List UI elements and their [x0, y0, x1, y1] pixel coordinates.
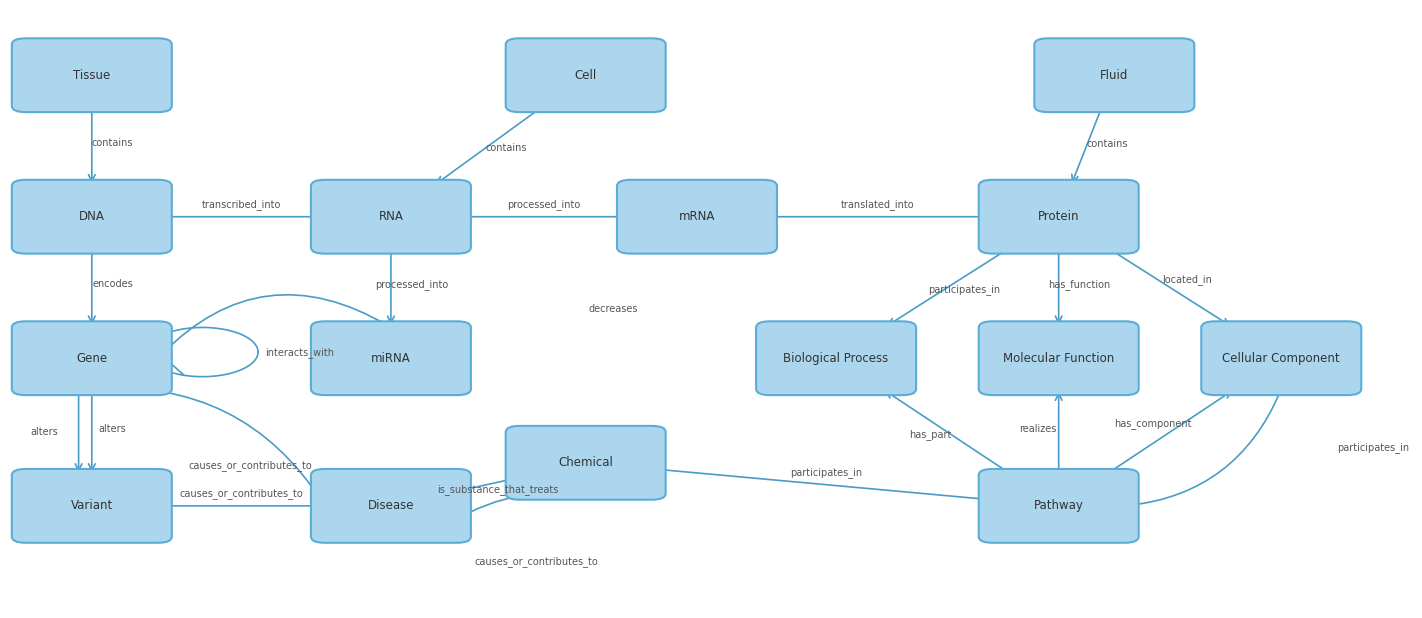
FancyArrowPatch shape [75, 392, 82, 470]
FancyArrowPatch shape [889, 249, 1008, 325]
FancyArrowPatch shape [1108, 392, 1231, 473]
Text: alters: alters [30, 427, 58, 437]
FancyBboxPatch shape [11, 38, 172, 112]
Text: Disease: Disease [368, 499, 414, 512]
Text: miRNA: miRNA [371, 352, 411, 365]
FancyArrowPatch shape [388, 250, 394, 323]
Text: Gene: Gene [77, 352, 108, 365]
FancyArrowPatch shape [88, 250, 95, 323]
Text: causes_or_contributes_to: causes_or_contributes_to [474, 556, 597, 567]
FancyArrowPatch shape [161, 213, 320, 220]
FancyBboxPatch shape [311, 180, 471, 253]
FancyArrowPatch shape [886, 392, 1010, 473]
FancyArrowPatch shape [462, 478, 516, 492]
FancyBboxPatch shape [311, 321, 471, 395]
Text: located_in: located_in [1162, 274, 1212, 284]
Text: has_part: has_part [909, 429, 951, 439]
Text: has_function: has_function [1048, 279, 1111, 290]
Text: Cell: Cell [574, 69, 597, 82]
FancyBboxPatch shape [1202, 321, 1361, 395]
Text: Cellular Component: Cellular Component [1223, 352, 1340, 365]
Text: contains: contains [1086, 140, 1128, 150]
Text: is_substance_that_treats: is_substance_that_treats [437, 484, 559, 495]
FancyArrowPatch shape [95, 388, 323, 502]
FancyBboxPatch shape [311, 469, 471, 543]
FancyArrowPatch shape [434, 492, 583, 534]
Text: realizes: realizes [1020, 424, 1057, 434]
Text: processed_into: processed_into [508, 199, 580, 210]
FancyBboxPatch shape [978, 180, 1139, 253]
FancyBboxPatch shape [757, 321, 916, 395]
FancyArrowPatch shape [161, 295, 388, 355]
Text: Pathway: Pathway [1034, 499, 1084, 512]
Text: Tissue: Tissue [73, 69, 111, 82]
FancyArrowPatch shape [161, 502, 320, 509]
Text: Fluid: Fluid [1101, 69, 1129, 82]
Text: causes_or_contributes_to: causes_or_contributes_to [179, 488, 303, 499]
FancyArrowPatch shape [654, 469, 988, 502]
Text: transcribed_into: transcribed_into [202, 199, 282, 210]
Text: Biological Process: Biological Process [784, 352, 889, 365]
Text: contains: contains [92, 138, 134, 148]
Text: alters: alters [98, 424, 127, 434]
Text: encodes: encodes [92, 279, 134, 289]
FancyArrowPatch shape [1055, 250, 1062, 323]
Text: participates_in: participates_in [791, 467, 863, 478]
Text: causes_or_contributes_to: causes_or_contributes_to [188, 460, 311, 472]
Text: mRNA: mRNA [678, 210, 715, 223]
FancyArrowPatch shape [437, 108, 542, 183]
Text: interacts_with: interacts_with [264, 347, 334, 358]
Text: decreases: decreases [589, 304, 638, 314]
Text: RNA: RNA [378, 210, 404, 223]
FancyBboxPatch shape [11, 180, 172, 253]
FancyBboxPatch shape [506, 426, 665, 500]
Text: processed_into: processed_into [375, 279, 448, 290]
Text: participates_in: participates_in [1337, 442, 1409, 453]
Text: DNA: DNA [78, 210, 105, 223]
Text: Chemical: Chemical [559, 456, 613, 469]
FancyArrowPatch shape [1109, 249, 1229, 325]
FancyBboxPatch shape [11, 469, 172, 543]
Text: Variant: Variant [71, 499, 112, 512]
Text: Molecular Function: Molecular Function [1003, 352, 1115, 365]
Text: participates_in: participates_in [929, 284, 1001, 295]
FancyArrowPatch shape [88, 109, 95, 181]
FancyArrowPatch shape [1129, 392, 1280, 508]
FancyArrowPatch shape [1055, 394, 1062, 472]
FancyArrowPatch shape [1072, 109, 1101, 182]
FancyBboxPatch shape [617, 180, 776, 253]
FancyArrowPatch shape [88, 392, 95, 470]
FancyBboxPatch shape [506, 38, 665, 112]
FancyBboxPatch shape [1034, 38, 1194, 112]
Text: Protein: Protein [1038, 210, 1079, 223]
FancyBboxPatch shape [978, 469, 1139, 543]
Text: contains: contains [485, 143, 528, 153]
Text: has_component: has_component [1113, 418, 1192, 430]
FancyArrowPatch shape [766, 213, 988, 220]
FancyBboxPatch shape [11, 321, 172, 395]
FancyBboxPatch shape [978, 321, 1139, 395]
FancyArrowPatch shape [459, 213, 626, 220]
Text: translated_into: translated_into [840, 199, 914, 210]
